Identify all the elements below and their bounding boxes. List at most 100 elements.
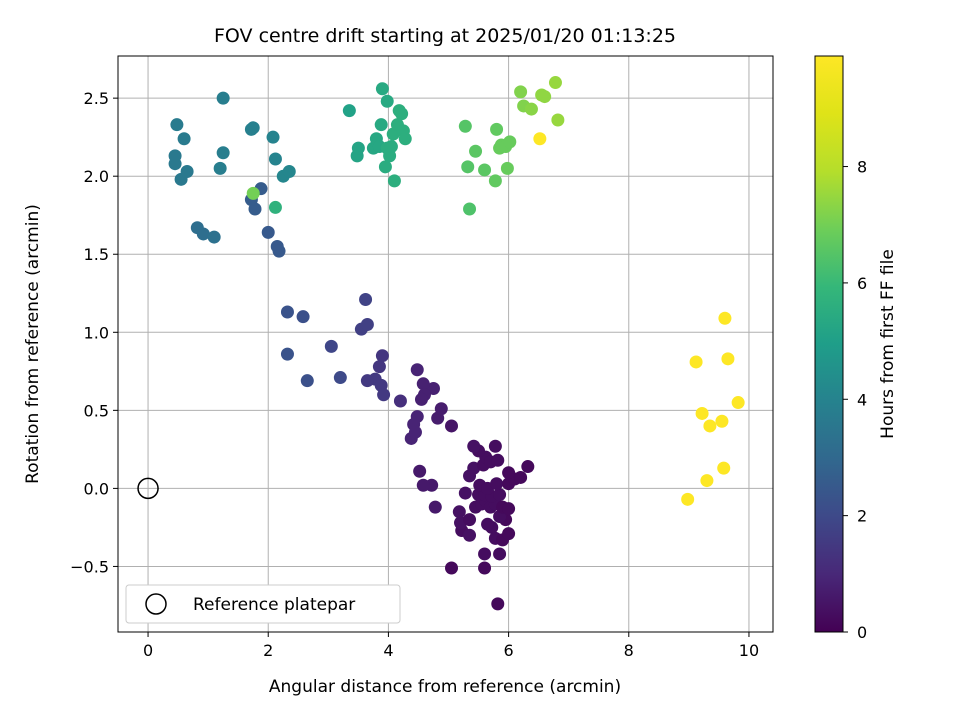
scatter-point: [359, 293, 373, 307]
scatter-point: [514, 85, 528, 99]
x-tick-label: 8: [624, 641, 634, 660]
scatter-point: [410, 363, 424, 377]
scatter-point: [491, 453, 505, 467]
scatter-point: [351, 141, 365, 155]
scatter-point: [493, 547, 507, 561]
scatter-point: [266, 130, 280, 144]
scatter-point: [324, 339, 338, 353]
scatter-point: [380, 94, 394, 108]
scatter-point: [413, 464, 427, 478]
scatter-point: [491, 597, 505, 611]
scatter-point: [445, 561, 459, 575]
legend-box: [125, 584, 401, 624]
scatter-point: [282, 165, 296, 179]
scatter-point: [488, 174, 502, 188]
scatter-point: [378, 160, 392, 174]
scatter-point: [416, 377, 430, 391]
scatter-point: [718, 311, 732, 325]
legend-marker-reference: [145, 593, 167, 615]
colorbar-tick-label: 0: [857, 623, 867, 642]
scatter-point: [478, 561, 492, 575]
scatter-point: [478, 547, 492, 561]
scatter-point: [458, 119, 472, 133]
scatter-point: [196, 227, 210, 241]
y-tick-label: −0.5: [70, 557, 109, 576]
scatter-point: [372, 360, 386, 374]
reference-platepar-marker: [137, 477, 159, 500]
scatter-point: [500, 161, 514, 175]
scatter-point: [280, 305, 294, 319]
scatter-point: [469, 144, 483, 158]
scatter-point: [168, 149, 182, 163]
scatter-point: [481, 517, 495, 531]
y-tick-label: 0.0: [84, 479, 109, 498]
scatter-point: [490, 122, 504, 136]
scatter-point: [177, 132, 191, 146]
scatter-point: [488, 439, 502, 453]
scatter-point: [721, 352, 735, 366]
y-tick-label: 0.5: [84, 401, 109, 420]
colorbar-tick-label: 2: [857, 507, 867, 526]
chart-title: FOV centre drift starting at 2025/01/20 …: [214, 25, 676, 47]
scatter-point: [300, 374, 314, 388]
plot-frame: [117, 55, 774, 633]
scatter-point: [170, 118, 184, 132]
scatter-point: [463, 528, 477, 542]
scatter-point: [689, 355, 703, 369]
scatter-point: [377, 388, 391, 402]
scatter-point: [216, 91, 230, 105]
colorbar-tick-label: 6: [857, 274, 867, 293]
scatter-point: [700, 474, 714, 488]
scatter-point: [524, 102, 538, 116]
scatter-point: [180, 165, 194, 179]
scatter-point: [434, 402, 448, 416]
scatter-point: [296, 310, 310, 324]
scatter-point: [478, 163, 492, 177]
scatter-point: [493, 488, 507, 502]
y-axis-label: Rotation from reference (arcmin): [23, 204, 43, 484]
scatter-point: [414, 392, 428, 406]
x-tick-label: 2: [263, 641, 273, 660]
scatter-point: [703, 419, 717, 433]
scatter-point: [375, 82, 389, 96]
scatter-point: [695, 406, 709, 420]
scatter-point: [681, 492, 695, 506]
scatter-point: [503, 135, 517, 149]
scatter-point: [463, 202, 477, 216]
scatter-point: [213, 161, 227, 175]
scatter-point: [395, 107, 409, 121]
x-axis-label: Angular distance from reference (arcmin): [269, 677, 621, 697]
scatter-point: [467, 439, 481, 453]
scatter-point: [715, 414, 729, 428]
scatter-point: [261, 225, 275, 239]
scatter-point: [268, 200, 282, 214]
scatter-point: [398, 132, 412, 146]
scatter-point: [272, 244, 286, 258]
scatter-point: [246, 186, 260, 200]
y-tick-label: 2.5: [84, 89, 109, 108]
scatter-point: [246, 121, 260, 135]
scatter-point: [445, 419, 459, 433]
scatter-point: [280, 347, 294, 361]
y-tick-label: 1.0: [84, 323, 109, 342]
scatter-points: [168, 76, 745, 611]
scatter-point: [463, 513, 477, 527]
scatter-point: [548, 76, 562, 90]
scatter-point: [458, 486, 472, 500]
colorbar: 0 2 4 6 8 Hours from first FF file: [814, 55, 898, 642]
colorbar-tick-label: 8: [857, 158, 867, 177]
y-axis: −0.5 0.0 0.5 1.0 1.5 2.0 2.5: [70, 89, 118, 576]
scatter-point: [490, 477, 504, 491]
scatter-point: [342, 104, 356, 118]
scatter-point: [717, 461, 731, 475]
scatter-point: [387, 174, 401, 188]
scatter-point: [461, 160, 475, 174]
scatter-point: [360, 374, 374, 388]
x-tick-label: 6: [504, 641, 514, 660]
scatter-point: [216, 146, 230, 160]
colorbar-gradient: [814, 55, 844, 633]
scatter-point: [333, 371, 347, 385]
scatter-point: [428, 500, 442, 514]
scatter-point: [360, 317, 374, 331]
